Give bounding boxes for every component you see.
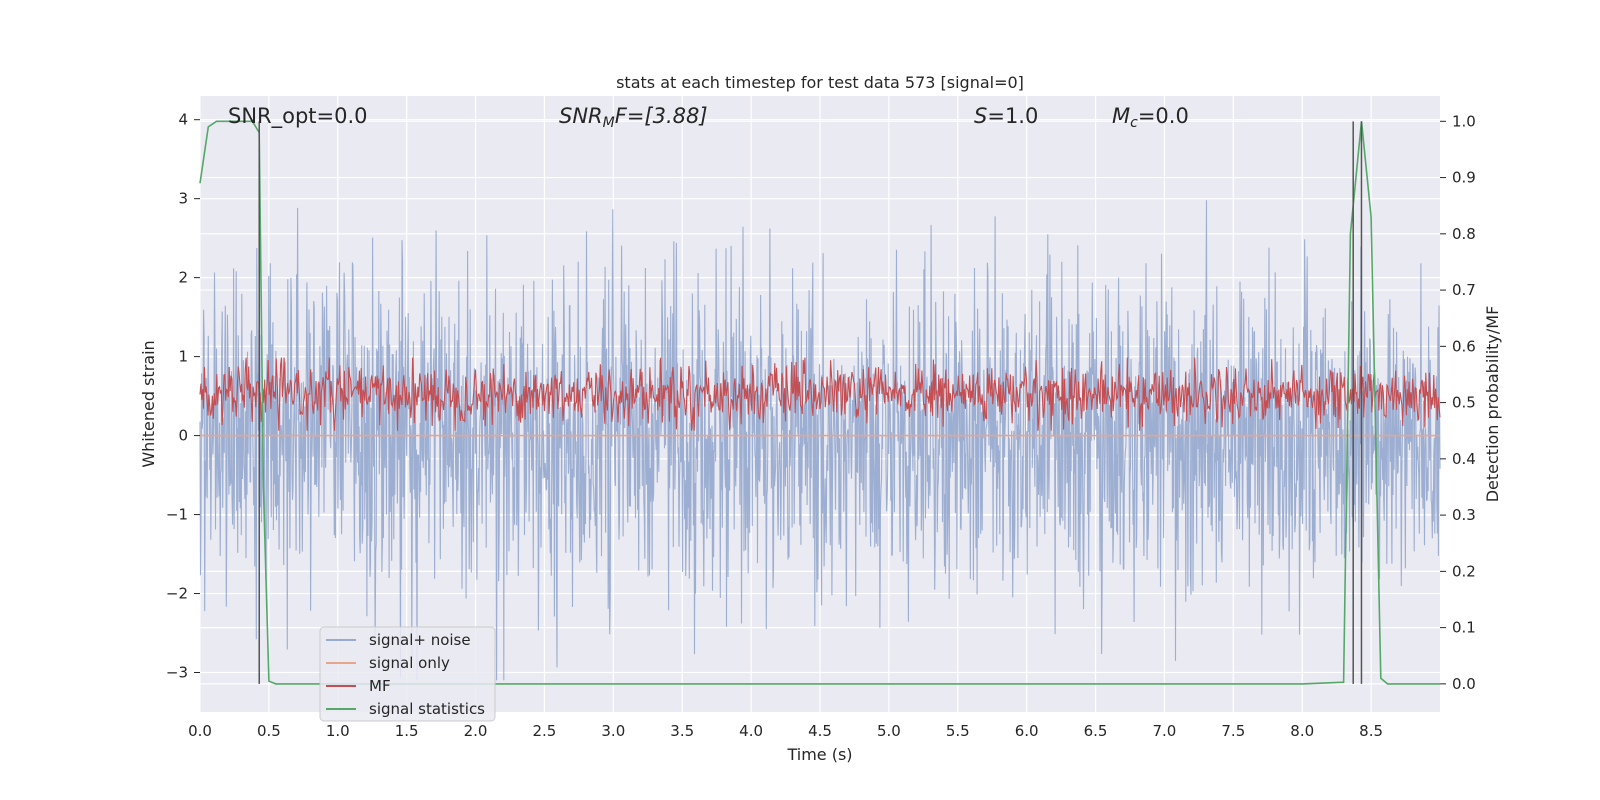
chart-title: stats at each timestep for test data 573… (616, 73, 1024, 92)
annotation-snr-mf-suffix: F=[3.88] (615, 104, 708, 128)
series-line-mf (199, 357, 1441, 431)
y2-axis-label: Detection probability/MF (1483, 306, 1502, 503)
x-tick-label: 4.0 (739, 722, 763, 740)
y2-tick-label: 0.5 (1452, 394, 1476, 412)
x-tick-label: 8.5 (1359, 722, 1383, 740)
y2-tick-label: 0.3 (1452, 506, 1476, 524)
x-tick-label: 6.0 (1015, 722, 1039, 740)
y-tick-label: 0 (178, 427, 188, 445)
y-tick-label: −1 (166, 506, 188, 524)
legend: signal+ noise signal only MF signal statist… (319, 626, 496, 722)
y-tick-label: −3 (166, 664, 188, 682)
y-tick-label: −2 (166, 585, 188, 603)
annotation-mc: Mc=0.0 (1112, 104, 1189, 131)
legend-label: signal statistics (369, 700, 485, 718)
legend-box (319, 626, 496, 722)
y-tick-label: 1 (178, 348, 188, 366)
x-tick-label: 3.0 (601, 722, 625, 740)
annotation-mc-suffix: =0.0 (1138, 104, 1189, 128)
legend-items: signal+ noise signal only MF signal statist… (326, 631, 485, 718)
annotation-mc-sub: c (1130, 115, 1138, 131)
annotation-snr-mf: SNRMF=[3.88] (559, 104, 708, 131)
x-tick-label: 4.5 (808, 722, 832, 740)
annotation-mc-prefix: M (1112, 104, 1130, 128)
y2-tick-label: 0.2 (1452, 562, 1476, 580)
x-tick-label: 5.5 (946, 722, 970, 740)
x-axis-label: Time (s) (786, 745, 852, 764)
annotation-s-prefix: S (974, 104, 987, 128)
y2-tick-label: 0.6 (1452, 337, 1476, 355)
legend-label: MF (369, 677, 391, 695)
x-tick-label: 6.5 (1084, 722, 1108, 740)
legend-label: signal+ noise (369, 631, 471, 649)
x-tick-label: 0.0 (188, 722, 212, 740)
annotation-snr-opt: SNR_opt=0.0 (228, 104, 368, 129)
x-tick-label: 2.0 (464, 722, 488, 740)
x-ticks: 0.0 0.5 1.0 1.5 2.0 2.5 3.0 3.5 4.0 4.5 5.0 5.5 6.0 6… (188, 722, 1383, 740)
annotation-snr-mf-sub: M (603, 115, 615, 131)
y2-tick-label: 0.9 (1452, 169, 1476, 187)
annotation-s-suffix: =1.0 (987, 104, 1038, 128)
x-tick-label: 0.5 (257, 722, 281, 740)
y-tick-label: 4 (178, 111, 188, 129)
y2-tick-label: 1.0 (1452, 112, 1476, 130)
y-ticks: −3 −2 −1 0 1 2 3 4 (166, 111, 200, 682)
legend-label: signal only (369, 654, 450, 672)
y2-tick-label: 0.8 (1452, 225, 1476, 243)
x-tick-label: 2.5 (533, 722, 557, 740)
series-layer (199, 120, 1441, 685)
x-tick-label: 7.0 (1153, 722, 1177, 740)
x-tick-label: 1.5 (395, 722, 419, 740)
y-tick-label: 3 (178, 190, 188, 208)
x-tick-label: 3.5 (670, 722, 694, 740)
y-tick-label: 2 (178, 269, 188, 287)
y2-tick-label: 0.7 (1452, 281, 1476, 299)
y2-tick-label: 0.0 (1452, 675, 1476, 693)
vlines-layer (258, 121, 1363, 684)
y2-tick-label: 0.4 (1452, 450, 1476, 468)
annotation-s: S=1.0 (974, 104, 1038, 128)
x-tick-label: 5.0 (877, 722, 901, 740)
y2-tick-label: 0.1 (1452, 619, 1476, 637)
x-tick-label: 1.0 (326, 722, 350, 740)
series-line-signal-statistics (199, 120, 1440, 685)
x-tick-label: 8.0 (1290, 722, 1314, 740)
annotation-snr-mf-prefix: SNR (559, 104, 603, 128)
y2-ticks: 0.0 0.1 0.2 0.3 0.4 0.5 0.6 0.7 0.8 0.9 1.0 (1440, 112, 1476, 693)
x-tick-label: 7.5 (1221, 722, 1245, 740)
y-axis-label: Whitened strain (139, 340, 158, 467)
